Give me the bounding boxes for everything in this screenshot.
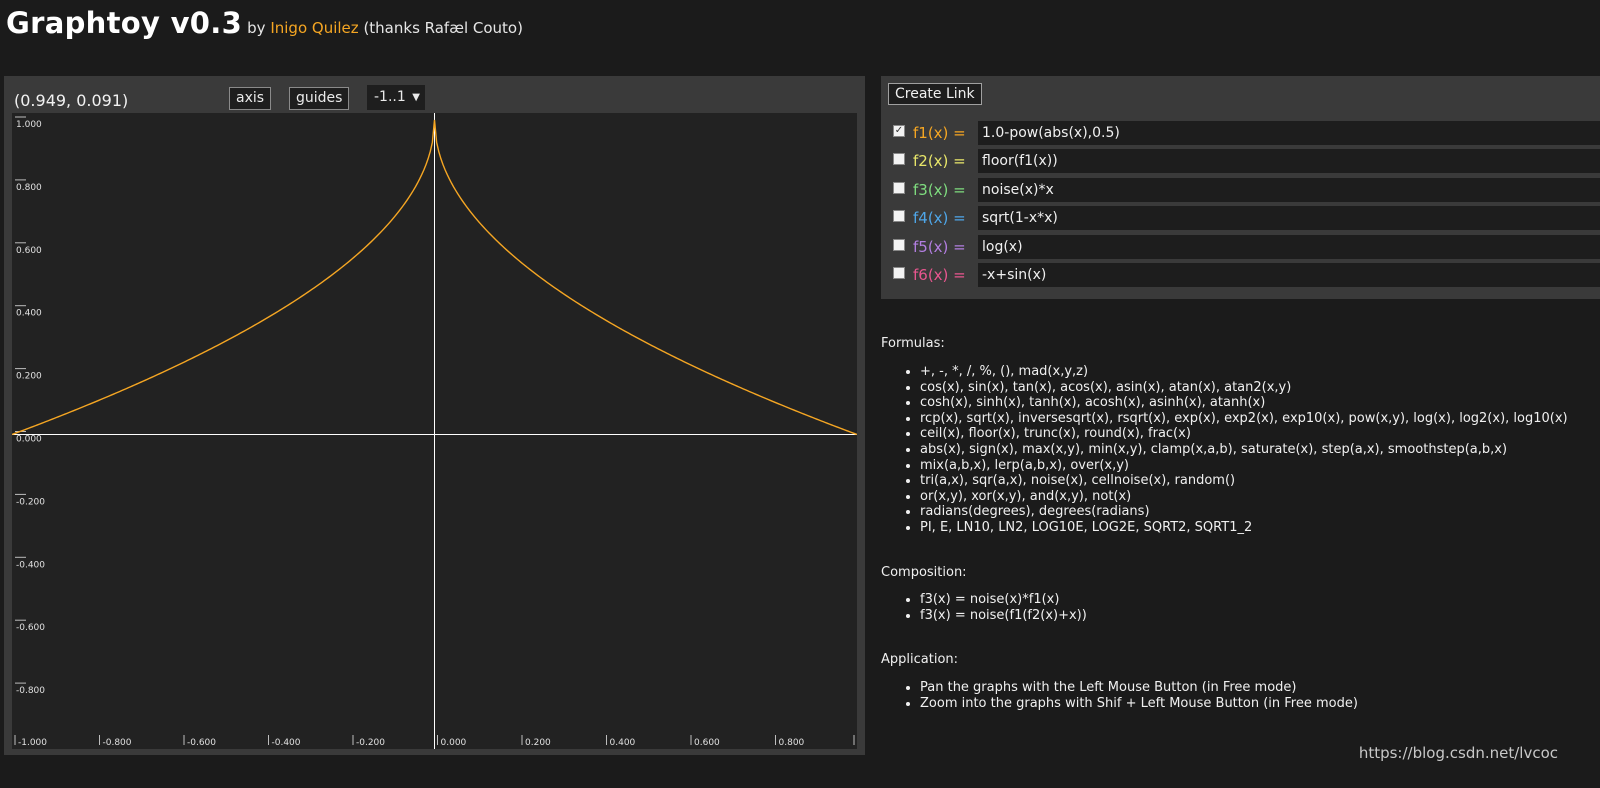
graph-canvas[interactable]: 1.000 0.800 0.600 0.400 0.200 0.000 -0.200 -0.4… — [12, 113, 857, 749]
coordinate-readout: (0.949, 0.091) — [14, 91, 129, 110]
function-label-3: f3(x) = — [913, 180, 966, 199]
x-tick-label: -0.600 — [187, 738, 216, 748]
application-list: Pan the graphs with the Left Mouse Butto… — [881, 680, 1358, 711]
application-item: Pan the graphs with the Left Mouse Butto… — [920, 680, 1358, 696]
composition-list: f3(x) = noise(x)*f1(x)f3(x) = noise(f1(f… — [881, 592, 1087, 623]
formula-item: mix(a,b,x), lerp(a,b,x), over(x,y) — [920, 458, 1568, 474]
function-input-1[interactable]: 1.0-pow(abs(x),0.5) — [978, 121, 1600, 145]
composition-item: f3(x) = noise(x)*f1(x) — [920, 592, 1087, 608]
formula-item: radians(degrees), degrees(radians) — [920, 504, 1568, 520]
x-tick-label: 0.200 — [525, 738, 551, 748]
function-row-1: ✓ f1(x) = 1.0-pow(abs(x),0.5) — [881, 121, 1600, 147]
range-select-value: -1..1 — [374, 89, 406, 105]
range-select[interactable]: -1..1 ▼ — [367, 85, 425, 110]
function-checkbox-2[interactable] — [893, 153, 905, 166]
y-tick-label: 0.600 — [16, 246, 42, 256]
y-tick-label: 1.000 — [16, 120, 42, 130]
application-item: Zoom into the graphs with Shif + Left Mo… — [920, 696, 1358, 712]
function-row-2: f2(x) = floor(f1(x)) — [881, 149, 1600, 175]
function-row-6: f6(x) = -x+sin(x) — [881, 263, 1600, 289]
x-tick-label: 0.800 — [779, 738, 805, 748]
function-label-5: f5(x) = — [913, 237, 966, 256]
function-label-2: f2(x) = — [913, 152, 966, 171]
function-checkbox-4[interactable] — [893, 210, 905, 223]
y-tick-label: -0.400 — [16, 560, 45, 570]
function-checkbox-5[interactable] — [893, 238, 905, 251]
formula-item: abs(x), sign(x), max(x,y), min(x,y), cla… — [920, 442, 1568, 458]
formula-item: rcp(x), sqrt(x), inversesqrt(x), rsqrt(x… — [920, 411, 1568, 427]
formula-item: cos(x), sin(x), tan(x), acos(x), asin(x)… — [920, 380, 1568, 396]
x-tick-label: -0.800 — [103, 738, 132, 748]
graph-panel: (0.949, 0.091) axis guides -1..1 ▼ 1.000… — [4, 76, 865, 755]
formula-item: or(x,y), xor(x,y), and(x,y), not(x) — [920, 489, 1568, 505]
x-tick-label: -0.200 — [356, 738, 385, 748]
page-header: Graphtoy v0.3 by Inigo Quilez (thanks Ra… — [6, 6, 523, 40]
app-title: Graphtoy v0.3 — [6, 6, 243, 40]
y-tick-label: 0.000 — [16, 435, 42, 445]
function-input-6[interactable]: -x+sin(x) — [978, 263, 1600, 287]
y-tick-label: 0.200 — [16, 372, 42, 382]
chevron-down-icon: ▼ — [412, 92, 420, 103]
function-checkbox-6[interactable] — [893, 267, 905, 279]
author-link[interactable]: Inigo Quilez — [270, 19, 359, 37]
graph-svg[interactable]: 1.000 0.800 0.600 0.400 0.200 0.000 -0.200 -0.4… — [12, 113, 857, 749]
watermark: https://blog.csdn.net/lvcoc — [1358, 744, 1558, 762]
y-tick-label: -0.600 — [16, 623, 45, 633]
x-tick-label: -0.400 — [272, 738, 301, 748]
function-row-5: f5(x) = log(x) — [881, 234, 1600, 261]
x-tick-label: -1.000 — [18, 738, 47, 748]
formula-item: cosh(x), sinh(x), tanh(x), acosh(x), asi… — [920, 395, 1568, 411]
function-label-6: f6(x) = — [913, 266, 966, 284]
byline-thanks: (thanks Rafæl Couto) — [363, 19, 523, 37]
formulas-title: Formulas: — [881, 336, 945, 351]
function-row-4: f4(x) = sqrt(1-x*x) — [881, 206, 1600, 232]
function-input-5[interactable]: log(x) — [978, 234, 1600, 259]
function-input-3[interactable]: noise(x)*x — [978, 177, 1600, 202]
function-panel: Create Link ✓ f1(x) = 1.0-pow(abs(x),0.5) f… — [881, 76, 1600, 299]
guides-button[interactable]: guides — [289, 87, 350, 110]
byline: by Inigo Quilez (thanks Rafæl Couto) — [247, 19, 523, 37]
function-input-2[interactable]: floor(f1(x)) — [978, 149, 1600, 174]
x-tick-label: 0.600 — [694, 738, 720, 748]
formula-item: PI, E, LN10, LN2, LOG10E, LOG2E, SQRT2, … — [920, 520, 1568, 536]
function-row-3: f3(x) = noise(x)*x — [881, 177, 1600, 204]
composition-title: Composition: — [881, 565, 967, 580]
function-label-1: f1(x) = — [913, 124, 966, 142]
formula-item: tri(a,x), sqr(a,x), noise(x), cellnoise(… — [920, 473, 1568, 489]
x-tick-label: 0.400 — [610, 738, 636, 748]
formula-item: +, -, *, /, %, (), mad(x,y,z) — [920, 364, 1568, 380]
y-tick-label: 0.800 — [16, 183, 42, 193]
y-tick-label: -0.800 — [16, 686, 45, 696]
series-line-f1 — [12, 119, 857, 436]
x-tick-label: 0.000 — [441, 738, 467, 748]
composition-item: f3(x) = noise(f1(f2(x)+x)) — [920, 608, 1087, 624]
y-tick-label: 0.400 — [16, 309, 42, 319]
function-checkbox-3[interactable] — [893, 181, 905, 194]
formulas-list: +, -, *, /, %, (), mad(x,y,z)cos(x), sin… — [881, 364, 1568, 536]
function-checkbox-1[interactable]: ✓ — [893, 125, 905, 137]
y-tick-label: -0.200 — [16, 497, 45, 507]
function-input-4[interactable]: sqrt(1-x*x) — [978, 206, 1600, 231]
application-title: Application: — [881, 652, 959, 667]
function-label-4: f4(x) = — [913, 209, 966, 228]
create-link-button[interactable]: Create Link — [888, 83, 982, 105]
byline-by: by — [247, 19, 266, 37]
axis-button[interactable]: axis — [229, 87, 272, 110]
formula-item: ceil(x), floor(x), trunc(x), round(x), f… — [920, 426, 1568, 442]
